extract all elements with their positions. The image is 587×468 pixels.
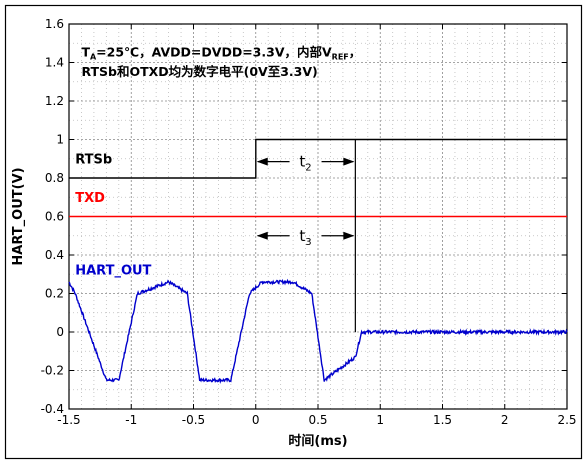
t2-arrow-right-head [343,157,355,166]
x-tick-label: 0.5 [308,413,327,427]
t3-arrow-left-head [256,231,268,240]
t3-arrow-right-head [343,231,355,240]
t3-label: t3 [299,227,311,248]
annotation-t: T [81,45,90,60]
annotation-cond: =25℃，AVDD=DVDD=3.3V，内部V [96,45,332,60]
series-label-txd: TXD [75,191,105,206]
t2-letter: t [299,153,305,171]
y-tick-label: 1.2 [45,94,64,108]
x-tick-label: 0 [252,413,260,427]
x-tick-label: -0.5 [182,413,205,427]
series-line-hart-out [68,278,568,384]
t2-arrow-left-head [256,157,268,166]
annotation-sub-a: A [90,53,97,62]
x-tick-label: -1.5 [57,413,80,427]
y-tick-label: 1.6 [45,17,64,31]
y-tick-label: 1.4 [45,56,64,70]
t2-subscript: 2 [305,163,311,174]
y-tick-label: 1 [56,133,64,147]
series-line-rtsb [69,138,567,179]
series-label-rtsb: RTSb [75,153,112,168]
series-label-hart-out: HART_OUT [75,263,151,278]
y-tick-label: 0.4 [45,248,64,262]
y-tick-label: -0.4 [41,402,64,416]
annotation-line-1: TA=25℃，AVDD=DVDD=3.3V，内部VREF， [81,45,361,62]
x-tick-label: 1.5 [433,413,452,427]
y-tick-label: 0 [56,325,64,339]
series-layer: RTSb TXD HART_OUT [68,138,568,384]
x-axis-label: 时间(ms) [288,433,347,449]
annotation-sub-ref: REF [332,53,349,62]
x-tick-label: -1 [125,413,137,427]
y-tick-label: 0.8 [45,171,64,185]
y-tick-label: 0.2 [45,287,64,301]
annotation-layer [256,157,355,240]
t3-letter: t [299,227,305,245]
t2-label: t2 [299,153,311,174]
y-tick-label: -0.2 [41,364,64,378]
x-tick-label: 2.5 [557,413,576,427]
annotation-end: ， [349,45,362,60]
annotation-line-2: RTSb和OTXD均为数字电平(0V至3.3V) [81,64,317,79]
axis-ticks: -1.5 -1 -0.5 0 0.5 1 1.5 2 2.5 -0.4 -0.2 0 0.2 0.4 0.6… [41,17,577,427]
x-tick-label: 1 [376,413,384,427]
y-axis-label: HART_OUT(V) [11,167,26,265]
x-tick-label: 2 [501,413,509,427]
y-tick-label: 0.6 [45,210,64,224]
t3-subscript: 3 [305,237,311,248]
